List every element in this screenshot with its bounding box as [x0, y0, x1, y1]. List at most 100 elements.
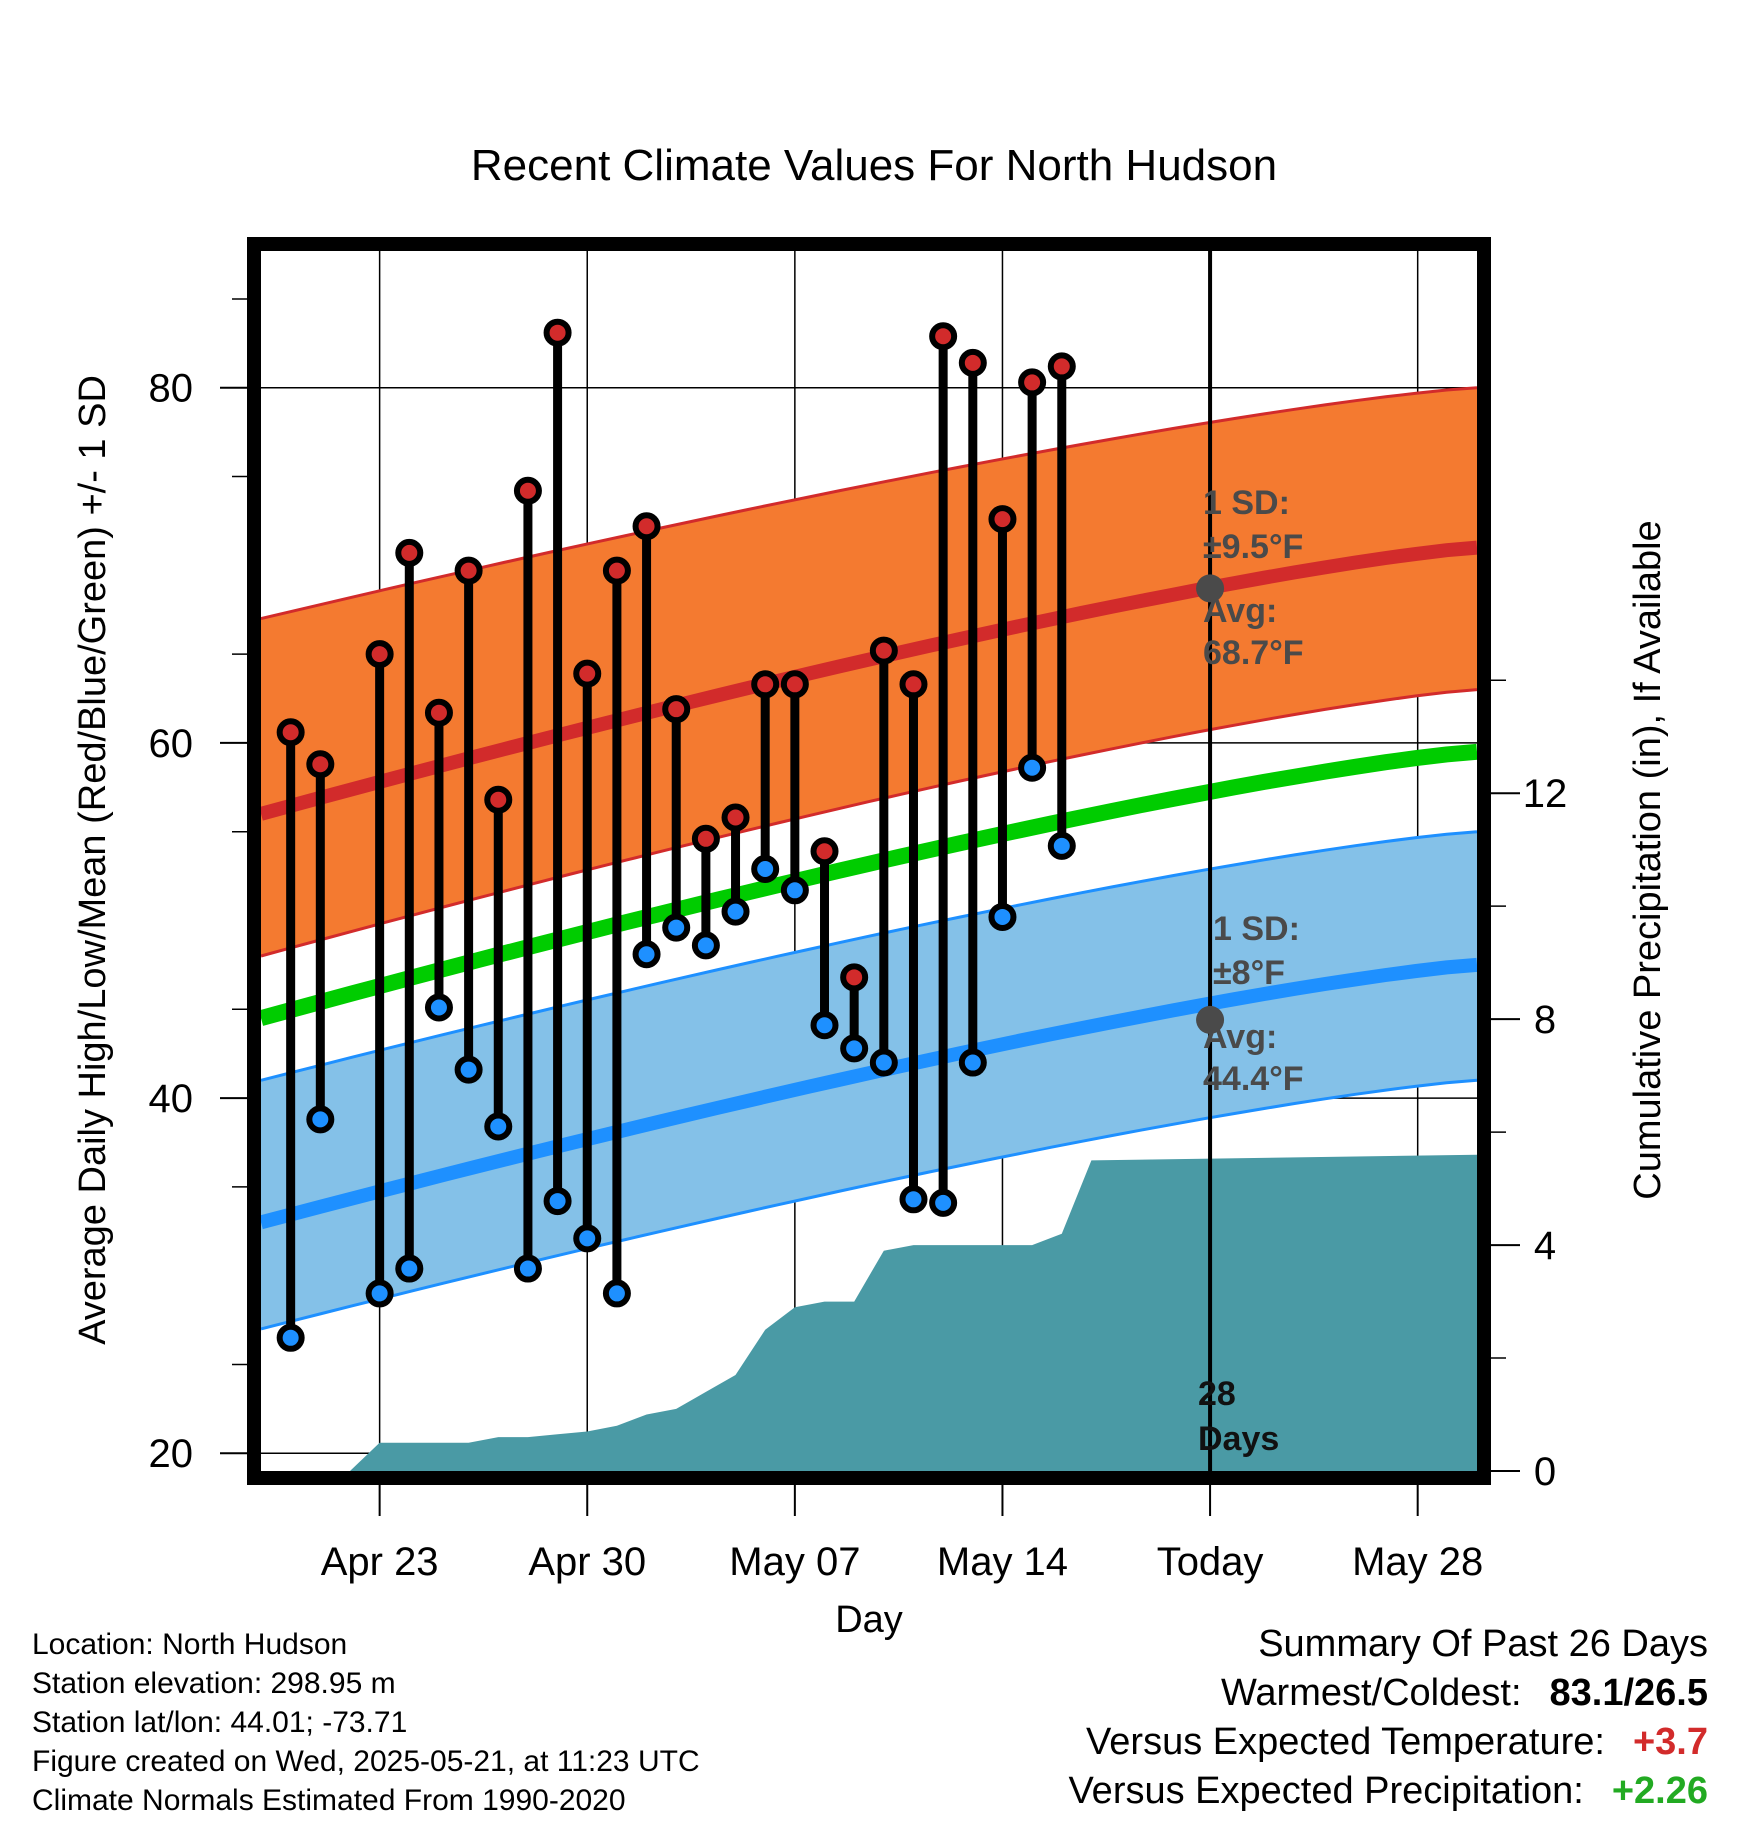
observed-low-point: [810, 1011, 839, 1040]
low-sd-label: 1 SD:: [1213, 910, 1300, 948]
observed-low-point: [632, 940, 661, 969]
observed-high-point: [1018, 368, 1047, 397]
low-band-upper-edge: [260, 830, 1478, 1082]
observed-low-point: [988, 902, 1017, 931]
observed-high-point: [543, 318, 572, 347]
x-tick-label: Today: [1157, 1540, 1264, 1584]
observed-low-point: [395, 1254, 424, 1283]
y2-tick-label: 4: [1534, 1224, 1556, 1268]
high-normal-line: [260, 540, 1478, 821]
days-label: 28 Days: [1198, 1375, 1279, 1458]
observed-low-point: [721, 897, 750, 926]
observed-high-point: [513, 476, 542, 505]
x-tick-label: May 07: [729, 1540, 860, 1584]
observed-high-point: [454, 556, 483, 585]
observed-high-point: [662, 695, 691, 724]
observed-high-point: [484, 785, 513, 814]
summary-precip: Versus Expected Precipitation: +2.26: [1068, 1767, 1708, 1816]
y2-tick-label: 12: [1523, 772, 1568, 816]
low-avg-label: Avg:: [1203, 1018, 1277, 1056]
high-sd-band: [261, 387, 1477, 956]
svg-text:Days: Days: [1198, 1420, 1279, 1458]
observed-high-point: [276, 718, 305, 747]
observed-low-point: [691, 931, 720, 960]
observed-high-point: [958, 348, 987, 377]
observed-low-point: [1018, 753, 1047, 782]
observed-high-point: [810, 837, 839, 866]
observed-high-point: [869, 636, 898, 665]
x-tick-label: Apr 23: [321, 1540, 439, 1584]
observed-low-point: [454, 1055, 483, 1084]
temp-anomaly-value: +3.7: [1632, 1721, 1708, 1763]
elevation-text: Station elevation: 298.95 m: [32, 1667, 396, 1700]
y-tick-label: 60: [149, 722, 194, 766]
y-axis-label: Average Daily High/Low/Mean (Red/Blue/Gr…: [72, 375, 114, 1345]
summary-title: Summary Of Past 26 Days: [1258, 1623, 1708, 1665]
observed-low-point: [869, 1048, 898, 1077]
observed-low-point: [751, 854, 780, 883]
high-sd-value: ±9.5°F: [1203, 528, 1303, 566]
high-band-lower-edge: [260, 688, 1478, 958]
y-tick-label: 40: [149, 1077, 194, 1121]
x-tick-label: Apr 30: [528, 1540, 646, 1584]
low-avg-value: 44.4°F: [1203, 1060, 1304, 1098]
y-tick-label: 20: [149, 1432, 194, 1476]
normals-text: Climate Normals Estimated From 1990-2020: [32, 1784, 626, 1817]
observed-low-point: [573, 1224, 602, 1253]
observed-high-point: [306, 750, 335, 779]
low-sd-value: ±8°F: [1213, 954, 1285, 992]
location-text: Location: North Hudson: [32, 1628, 348, 1661]
observed-low-point: [365, 1279, 394, 1308]
low-annotation: 1 SD: ±8°F Avg: 44.4°F: [1203, 910, 1304, 1098]
observed-low-point: [513, 1254, 542, 1283]
observed-high-point: [721, 803, 750, 832]
x-tick-label: May 14: [937, 1540, 1068, 1584]
latlon-text: Station lat/lon: 44.01; -73.71: [32, 1706, 408, 1739]
observed-high-point: [988, 505, 1017, 534]
observed-low-point: [662, 913, 691, 942]
low-normal-line: [260, 957, 1478, 1230]
low-band-lower-edge: [260, 1078, 1478, 1331]
observed-low-point: [602, 1279, 631, 1308]
mean-normal-line: [260, 743, 1478, 1026]
warm-cold-value: 83.1/26.5: [1549, 1672, 1708, 1714]
x-axis-ticks: Apr 23 Apr 30 May 07 May 14 Today May 28: [321, 1484, 1483, 1584]
observed-low-point: [276, 1323, 305, 1352]
y2-tick-label: 8: [1534, 998, 1556, 1042]
observed-low-point: [543, 1187, 572, 1216]
observed-low-point: [840, 1034, 869, 1063]
x-tick-label: May 28: [1352, 1540, 1483, 1584]
observed-high-point: [691, 824, 720, 853]
cumulative-precip-area: [350, 1154, 1477, 1471]
observed-high-point: [395, 538, 424, 567]
observed-high-point: [1047, 352, 1076, 381]
observed-high-point: [573, 659, 602, 688]
observed-low-point: [780, 876, 809, 905]
observed-high-point: [602, 556, 631, 585]
observed-high-point: [632, 512, 661, 541]
high-avg-marker: [1196, 574, 1225, 603]
observed-low-point: [1047, 831, 1076, 860]
observed-high-point: [780, 670, 809, 699]
summary-temp: Versus Expected Temperature: +3.7: [1068, 1718, 1708, 1767]
observed-low-point: [899, 1185, 928, 1214]
chart-title: Recent Climate Values For North Hudson: [471, 141, 1277, 190]
high-sd-label: 1 SD:: [1203, 484, 1290, 522]
observed-high-point: [840, 963, 869, 992]
high-avg-value: 68.7°F: [1203, 634, 1304, 672]
observed-high-point: [899, 670, 928, 699]
observed-low-point: [424, 993, 453, 1022]
observed-high-point: [929, 322, 958, 351]
observed-low-point: [929, 1188, 958, 1217]
observed-high-point: [751, 670, 780, 699]
y2-axis-label: Cumulative Precipitation (in), If Availa…: [1627, 520, 1669, 1199]
observed-low-point: [958, 1048, 987, 1077]
station-metadata: Location: North Hudson Station elevation…: [32, 1625, 700, 1820]
summary-panel: Summary Of Past 26 Days Warmest/Coldest:…: [1068, 1620, 1708, 1816]
low-avg-marker: [1196, 1005, 1225, 1034]
high-avg-label: Avg:: [1203, 592, 1277, 630]
observed-high-point: [424, 698, 453, 727]
observed-low-point: [484, 1112, 513, 1141]
observed-values: [276, 318, 1076, 1352]
